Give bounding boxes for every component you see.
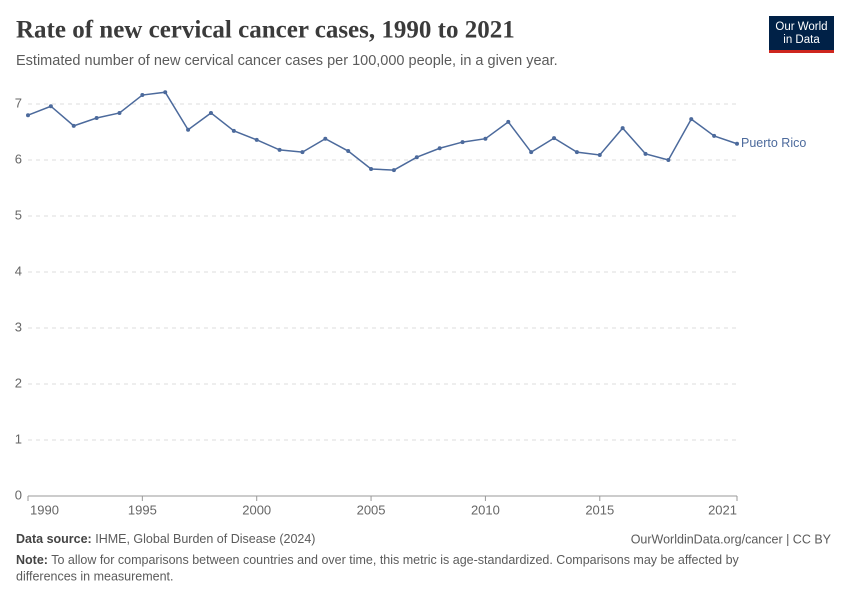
grid (28, 103, 737, 441)
point (71, 123, 76, 128)
y-tick-label: 5 (15, 207, 22, 222)
point (48, 104, 53, 109)
point (574, 150, 579, 155)
point (643, 151, 648, 156)
x-tick-label: 1990 (30, 502, 59, 517)
point (712, 133, 717, 138)
note: Note: To allow for comparisons between c… (16, 553, 740, 567)
point (277, 147, 282, 152)
point (346, 149, 351, 154)
point (323, 136, 328, 141)
point (483, 136, 488, 141)
url[interactable]: OurWorldinData.org/cancer | CC BY (631, 532, 832, 546)
logo-box (769, 16, 834, 50)
point (689, 117, 694, 122)
point (460, 140, 465, 145)
source-text: IHME, Global Burden of Disease (2024) (95, 532, 315, 546)
x-tick-label: 2021 (708, 502, 737, 517)
y-tick-label: 3 (15, 319, 22, 334)
point (140, 93, 145, 98)
point (186, 127, 191, 132)
point (369, 166, 374, 171)
point (529, 150, 534, 155)
y-tick-label: 6 (15, 151, 22, 166)
point (552, 136, 557, 141)
x-tick-label: 2000 (242, 502, 271, 517)
chart-title: Rate of new cervical cancer cases, 1990 … (16, 17, 515, 44)
chart-subtitle: Estimated number of new cervical cancer … (16, 53, 558, 69)
x-tick-label: 2005 (357, 502, 386, 517)
point (414, 155, 419, 160)
logo-text: Our World (775, 21, 827, 33)
source-label: Data source: (16, 532, 92, 546)
point (117, 110, 122, 115)
y-tick-label: 0 (15, 487, 22, 502)
point (208, 110, 213, 115)
y-tick-label: 2 (15, 375, 22, 390)
point (391, 168, 396, 173)
point (163, 90, 168, 95)
series-label[interactable]: Puerto Rico (741, 136, 806, 150)
y-tick-label: 7 (15, 95, 22, 110)
x-tick-label: 2015 (585, 502, 614, 517)
note-label: Note: (16, 553, 48, 567)
point (437, 146, 442, 151)
logo[interactable]: Our World in Data (769, 16, 834, 53)
point (666, 158, 671, 162)
point (620, 126, 625, 131)
y-tick-label: 1 (15, 431, 22, 446)
point (300, 150, 305, 155)
note-text: To allow for comparisons between countri… (51, 553, 739, 567)
source: Data source: IHME, Global Burden of Dise… (16, 532, 315, 546)
point (94, 116, 99, 120)
note: differences in measurement. (16, 569, 174, 583)
point (597, 152, 602, 157)
logo-text: in Data (783, 34, 820, 46)
line (27, 91, 738, 171)
logo-bar (769, 50, 834, 53)
point (26, 113, 30, 118)
point (506, 119, 511, 124)
y-tick-label: 4 (15, 263, 22, 278)
point (735, 141, 739, 146)
x-tick-label: 2010 (471, 502, 500, 517)
point (254, 137, 259, 142)
point (231, 128, 236, 133)
x-tick-label: 1995 (128, 502, 157, 517)
